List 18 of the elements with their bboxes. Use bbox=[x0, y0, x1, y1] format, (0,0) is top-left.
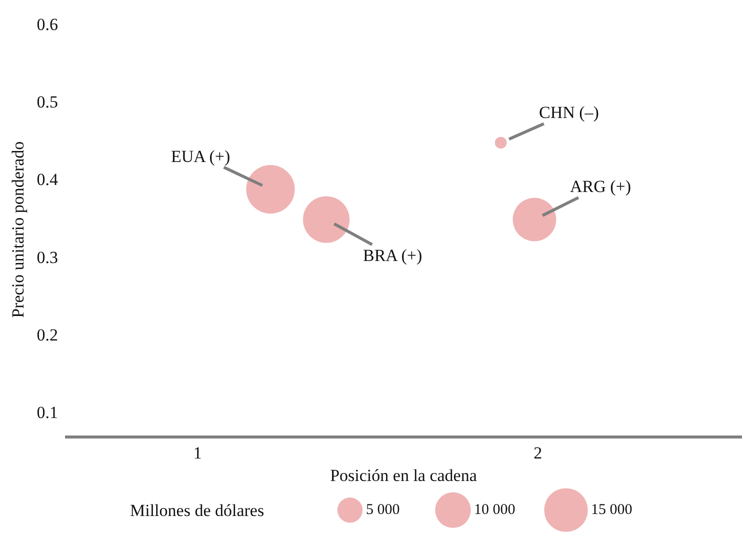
annotation: CHN (–) bbox=[539, 103, 599, 122]
x-axis-title: Posición en la cadena bbox=[330, 466, 478, 486]
x-tick-label: 1 bbox=[193, 444, 202, 463]
y-axis-title: Precio unitario ponderado bbox=[8, 141, 28, 318]
y-tick-label: 0.3 bbox=[36, 248, 58, 267]
y-tick-label: 0.6 bbox=[36, 14, 58, 34]
annotation: EUA (+) bbox=[171, 147, 230, 166]
legend-label: 15 000 bbox=[591, 502, 632, 518]
legend-label: 5 000 bbox=[366, 502, 400, 518]
y-tick-label: 0.4 bbox=[36, 170, 58, 190]
legend-label: 10 000 bbox=[474, 502, 516, 518]
y-tick-label: 0.2 bbox=[36, 325, 58, 344]
y-tick-label: 0.1 bbox=[36, 402, 58, 422]
annotation: ARG (+) bbox=[570, 177, 632, 196]
x-tick-label: 2 bbox=[534, 444, 542, 463]
y-tick-label: 0.5 bbox=[36, 92, 58, 112]
annotation: BRA (+) bbox=[363, 246, 422, 265]
legend-title: Millones de dólares bbox=[130, 501, 264, 520]
